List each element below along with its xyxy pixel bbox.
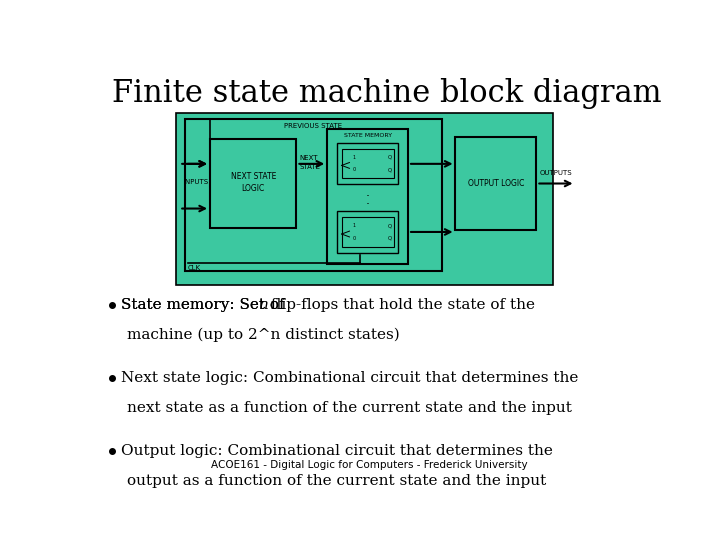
Bar xyxy=(456,137,536,230)
Bar xyxy=(337,143,398,184)
Text: output as a function of the current state and the input: output as a function of the current stat… xyxy=(127,474,546,488)
Text: INPUTS: INPUTS xyxy=(183,179,208,185)
Bar xyxy=(342,149,394,178)
Text: State memory: Set of: State memory: Set of xyxy=(121,298,289,312)
Text: State memory: Set of: State memory: Set of xyxy=(121,298,289,312)
Bar xyxy=(327,129,408,265)
Text: Q: Q xyxy=(388,154,392,160)
Text: LOGIC: LOGIC xyxy=(242,184,265,193)
Text: flip-flops that hold the state of the: flip-flops that hold the state of the xyxy=(266,298,535,312)
Text: NEXT STATE: NEXT STATE xyxy=(230,172,276,180)
Text: Finite state machine block diagram: Finite state machine block diagram xyxy=(112,78,662,110)
Bar xyxy=(210,139,297,228)
Text: Next state logic: Combinational circuit that determines the: Next state logic: Combinational circuit … xyxy=(121,371,578,385)
Text: n: n xyxy=(259,298,269,312)
Bar xyxy=(337,211,398,253)
Text: ACOE161 - Digital Logic for Computers - Frederick University: ACOE161 - Digital Logic for Computers - … xyxy=(211,460,527,470)
Text: CLK: CLK xyxy=(188,265,201,271)
Text: 1: 1 xyxy=(352,154,356,160)
Text: machine (up to 2^n distinct states): machine (up to 2^n distinct states) xyxy=(127,328,400,342)
Text: STATE MEMORY: STATE MEMORY xyxy=(343,133,392,138)
Text: Output logic: Combinational circuit that determines the: Output logic: Combinational circuit that… xyxy=(121,444,552,458)
Text: 1: 1 xyxy=(352,223,356,228)
Text: .: . xyxy=(366,194,369,207)
Text: OUTPUTS: OUTPUTS xyxy=(539,170,572,176)
Text: Q: Q xyxy=(388,235,392,241)
Text: NEXT: NEXT xyxy=(300,154,318,160)
Bar xyxy=(185,119,441,271)
Bar xyxy=(176,113,553,285)
Text: Q: Q xyxy=(388,167,392,172)
Text: PREVIOUS STATE: PREVIOUS STATE xyxy=(284,123,342,130)
Text: OUTPUT LOGIC: OUTPUT LOGIC xyxy=(468,179,524,188)
Text: .: . xyxy=(366,186,369,199)
Text: STATE: STATE xyxy=(300,164,320,170)
Text: next state as a function of the current state and the input: next state as a function of the current … xyxy=(127,401,572,415)
Bar xyxy=(342,218,394,246)
Text: Q: Q xyxy=(388,223,392,228)
Text: 0: 0 xyxy=(352,167,356,172)
Text: 0: 0 xyxy=(352,235,356,241)
